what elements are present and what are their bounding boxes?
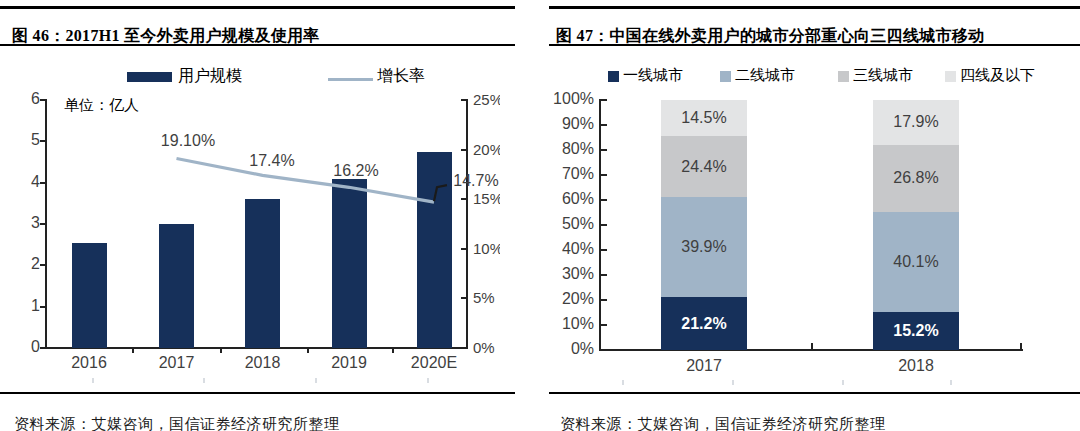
y-axis-tick-label: 90% [544,115,594,133]
growth-rate-data-label: 19.10% [161,132,215,150]
footer-tick [622,380,624,385]
user-scale-bar [417,152,452,348]
x-axis-inner-tick [811,343,813,349]
y-axis-tick [40,223,45,225]
figure-46-chart-canvas: 6 5 4 3 2 1 0 25% 20% 15% 10% 5% 0% 2016 2017 2018 2019 2… [0,0,515,431]
footer-tick [315,378,317,383]
x-category-label: 2018 [898,357,934,375]
figure-47-chart-canvas: 100% 90% 80% 70% 60% 50% 40% 30% 20% 10% 0% 2017 201… [540,0,1080,431]
right-axis-tick-label: 25% [473,91,500,108]
y-axis-tick-label: 0 [14,338,40,356]
x-category-label: 2019 [331,354,367,372]
y-axis-tick [40,347,45,349]
right-axis-tick-label: 5% [473,289,500,306]
user-scale-bar [245,199,280,348]
right-axis-tick [461,347,466,349]
x-category-label: 2016 [71,354,107,372]
footer-tick [842,380,844,385]
x-axis-tick [132,348,134,353]
y-axis-right [466,99,468,349]
y-axis-tick-label: 30% [544,265,594,283]
y-axis-tick-label: 2 [14,255,40,273]
footer-tick [203,378,205,383]
growth-rate-data-label: 16.2% [333,162,378,180]
y-axis-tick [601,274,607,276]
report-figures-page: 图 46：2017H1 至今外卖用户规模及使用率 用户规模 增长率 单位：亿人 … [0,0,1080,431]
y-axis-tick-label: 6 [14,90,40,108]
right-axis-tick [461,297,466,299]
y-axis-tick-label: 1 [14,297,40,315]
y-axis-tick [40,140,45,142]
y-axis-tick-label: 60% [544,190,594,208]
growth-rate-data-label: 14.7% [453,172,498,190]
stack-segment-label: 21.2% [681,315,726,333]
y-axis-tick [40,264,45,266]
right-axis-tick-label: 0% [473,339,500,356]
y-axis-tick [601,349,607,351]
stack-segment-label: 24.4% [681,158,726,176]
right-axis-tick-label: 10% [473,240,500,257]
y-axis-left [45,99,47,349]
y-axis-tick [601,224,607,226]
y-axis-tick-label: 3 [14,214,40,232]
x-category-label: 2018 [245,354,281,372]
right-axis-tick-label: 15% [473,190,500,207]
x-category-label: 2020E [411,354,457,372]
user-scale-bar [159,224,194,348]
footer-tick [92,378,94,383]
y-axis-tick-label: 20% [544,290,594,308]
y-axis-tick-label: 4 [14,173,40,191]
stack-segment-label: 14.5% [681,109,726,127]
y-axis-tick-label: 10% [544,315,594,333]
footer-tick [427,378,429,383]
y-axis-tick [601,199,607,201]
y-axis-tick [601,249,607,251]
x-axis-tick [307,348,309,353]
user-scale-bar [332,179,367,348]
stack-segment-label: 26.8% [893,169,938,187]
y-axis-tick [601,299,607,301]
y-axis-tick [601,174,607,176]
x-axis-tick [220,348,222,353]
growth-rate-data-label: 17.4% [249,152,294,170]
stack-segment-label: 15.2% [893,322,938,340]
y-axis-tick [601,99,607,101]
right-axis-tick [461,248,466,250]
x-axis-tick [392,348,394,353]
footer-tick [732,380,734,385]
x-category-label: 2017 [159,354,195,372]
stack-segment-label: 39.9% [681,238,726,256]
figure-47-source: 资料来源：艾媒咨询，国信证券经济研究所整理 [560,415,886,431]
figure-47-bottom-rule [549,392,1080,394]
right-axis-tick [461,149,466,151]
y-axis-tick [601,324,607,326]
growth-rate-polyline [177,159,435,203]
y-axis-tick-label: 70% [544,165,594,183]
y-axis-tick-label: 100% [544,90,594,108]
user-scale-bar [72,243,107,348]
x-axis-inner-tick [1020,343,1022,349]
right-axis-tick [461,198,466,200]
footer-tick [950,380,952,385]
figure-46-panel: 图 46：2017H1 至今外卖用户规模及使用率 用户规模 增长率 单位：亿人 … [0,0,515,431]
y-axis-tick [601,149,607,151]
x-category-label: 2017 [686,357,722,375]
right-axis-tick-label: 20% [473,141,500,158]
right-axis-tick [461,99,466,101]
y-axis-tick-label: 0% [544,340,594,358]
y-axis-tick-label: 80% [544,140,594,158]
y-axis-tick-label: 50% [544,215,594,233]
y-axis-tick [40,99,45,101]
stack-segment-label: 17.9% [893,113,938,131]
y-axis-tick [601,124,607,126]
figure-46-source: 资料来源：艾媒咨询，国信证券经济研究所整理 [14,415,340,431]
figure-47-panel: 图 47：中国在线外卖用户的城市分部重心向三四线城市移动 一线城市 二线城市 三… [540,0,1080,431]
figure-46-bottom-rule [0,392,515,394]
y-axis-tick-label: 5 [14,131,40,149]
y-axis-tick [40,182,45,184]
y-axis-tick [40,306,45,308]
stack-segment-label: 40.1% [893,253,938,271]
y-axis-tick-label: 40% [544,240,594,258]
